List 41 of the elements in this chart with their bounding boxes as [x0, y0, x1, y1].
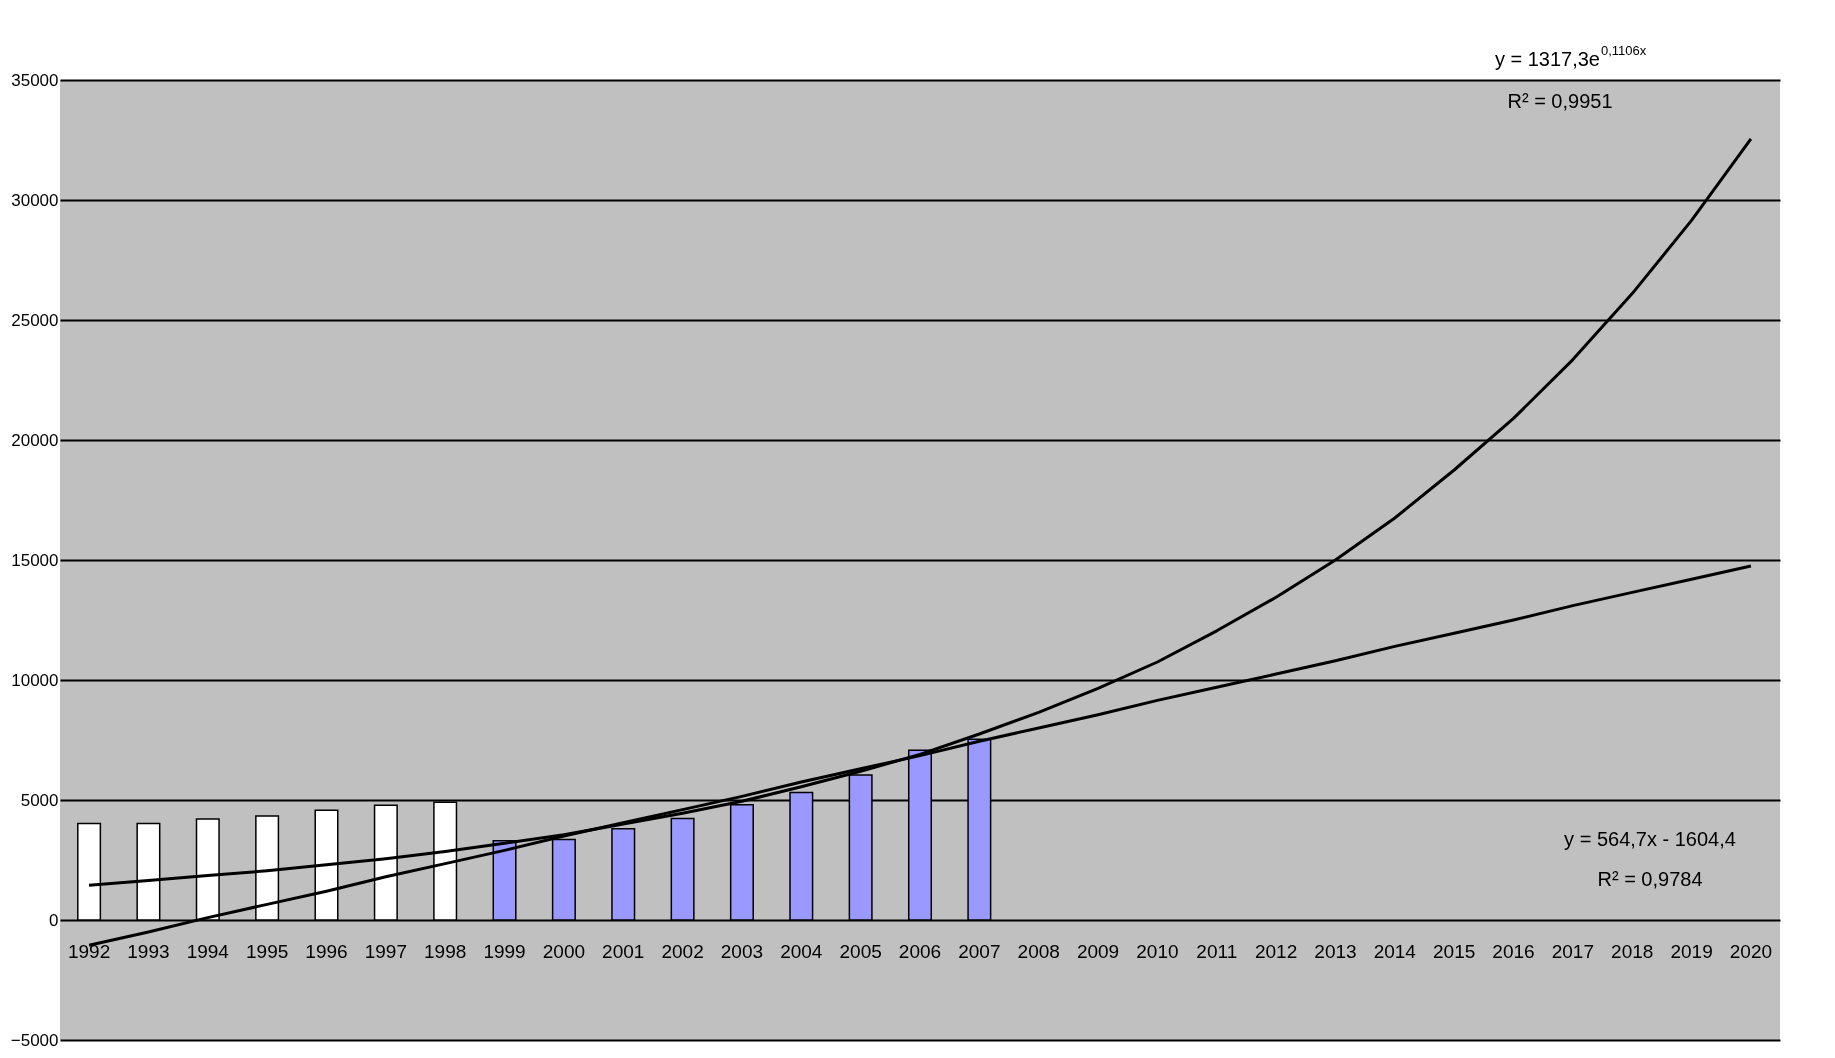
y-tick-label: 15000	[11, 550, 59, 570]
x-tick-label: 2018	[1611, 940, 1654, 962]
x-tick-label: 1992	[67, 940, 111, 962]
x-tick-label: 2001	[602, 940, 645, 962]
x-tick-label: 2016	[1492, 940, 1535, 962]
y-tick-label: 10000	[11, 670, 59, 690]
x-tick-label: 2009	[1076, 940, 1120, 962]
x-tick-label: 2000	[542, 940, 586, 962]
annotation: y = 564,7x - 1604,4	[1564, 828, 1736, 850]
x-tick-label: 2005	[839, 940, 882, 962]
x-tick-label: 1999	[483, 940, 526, 962]
y-tick-label: 5000	[20, 790, 59, 810]
x-tick-label: 1996	[305, 940, 348, 962]
x-tick-label: 2015	[1433, 940, 1476, 962]
x-tick-label: 2012	[1254, 940, 1298, 962]
annotation: R² = 0,9784	[1597, 868, 1703, 890]
x-tick-label: 2011	[1196, 940, 1238, 962]
y-tick-label: −5000	[10, 1030, 59, 1050]
x-tick-label: 2014	[1373, 940, 1417, 962]
x-tick-label: 1994	[186, 940, 230, 962]
x-tick-label: 2020	[1729, 940, 1773, 962]
x-tick-label: 2004	[780, 940, 823, 962]
x-tick-label: 2006	[898, 940, 942, 962]
y-tick-label: 0	[49, 910, 59, 930]
x-tick-label: 2010	[1136, 940, 1179, 962]
x-tick-label: 2019	[1670, 940, 1713, 962]
y-tick-label: 20000	[11, 430, 59, 450]
annotation: R² = 0,9951	[1507, 90, 1613, 112]
x-tick-label: 2008	[1017, 940, 1060, 962]
x-tick-label: 1995	[246, 940, 289, 962]
x-tick-label: 1998	[424, 940, 467, 962]
y-tick-label: 35000	[11, 70, 59, 90]
x-tick-label: 1997	[364, 940, 407, 962]
x-tick-label: 2007	[958, 940, 1001, 962]
x-tick-label: 2003	[720, 940, 764, 962]
y-tick-label: 25000	[11, 310, 59, 330]
x-tick-label: 1993	[127, 940, 170, 962]
x-tick-label: 2013	[1314, 940, 1357, 962]
x-tick-label: 2002	[661, 940, 704, 962]
y-tick-label: 30000	[11, 190, 59, 210]
x-tick-label: 2017	[1551, 940, 1594, 962]
